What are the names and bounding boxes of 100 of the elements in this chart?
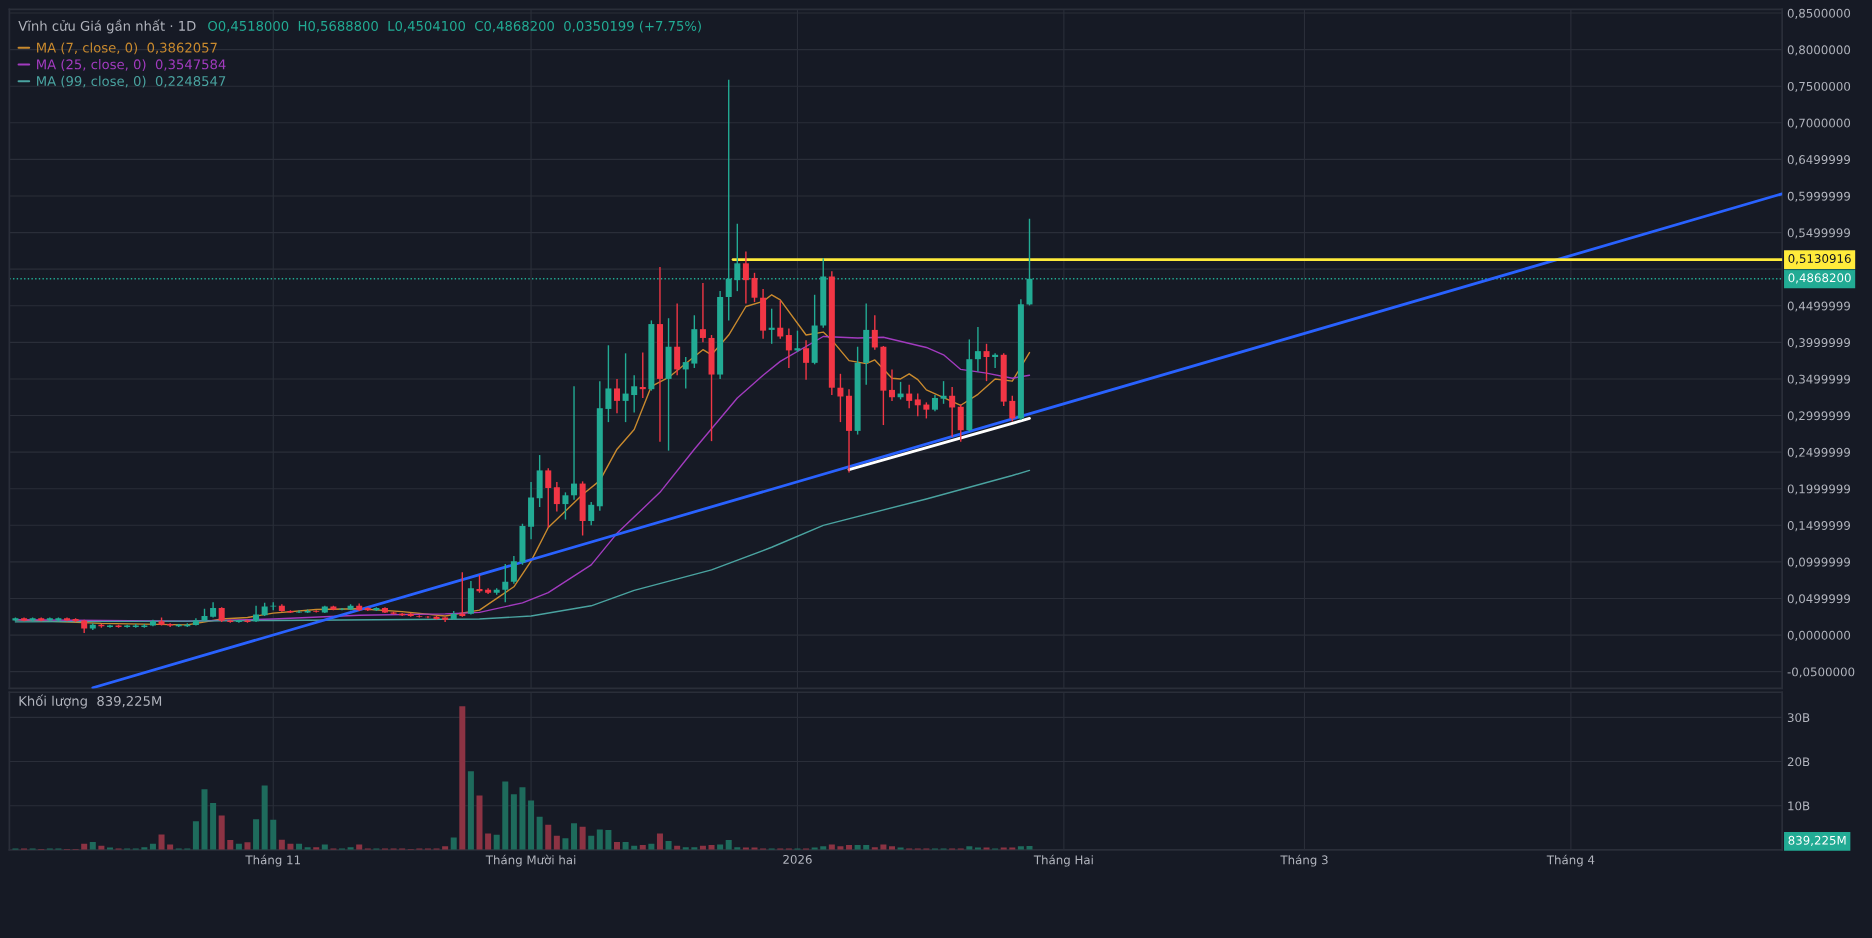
candlestick xyxy=(459,571,466,618)
y-tick-label: 0,7000000 xyxy=(1787,118,1851,129)
candlestick xyxy=(871,314,878,351)
bar xyxy=(528,800,535,850)
x-tick-label: Tháng 4 xyxy=(1546,854,1595,867)
x-tick-label: Tháng 11 xyxy=(245,854,300,867)
x-tick-label: 2026 xyxy=(783,854,812,864)
bar xyxy=(467,771,474,850)
candlestick xyxy=(803,339,810,381)
bar xyxy=(227,840,234,850)
y-tick-label: 10B xyxy=(1788,801,1810,811)
candlestick xyxy=(631,374,638,414)
text: O0,4518000 H0,5688800 L0,4504100 C0,4868200 0,0350199 (+7.75%) xyxy=(208,20,701,33)
bar xyxy=(485,833,492,850)
candlestick xyxy=(837,373,844,423)
y-tick-label: 0,0999999 xyxy=(1787,557,1851,568)
bar xyxy=(270,819,277,850)
bar xyxy=(502,781,509,850)
candlestick xyxy=(588,501,595,526)
y-tick-label: 20B xyxy=(1787,757,1810,767)
bar xyxy=(605,829,612,850)
bar xyxy=(450,837,457,850)
x-tick-label: Tháng Mười hai xyxy=(485,854,576,867)
y-tick-label: 0,5499999 xyxy=(1787,228,1851,239)
y-tick-label: 0,5999999 xyxy=(1787,191,1851,202)
candlestick xyxy=(674,302,681,376)
bar xyxy=(545,824,552,850)
bar xyxy=(158,834,165,850)
candlestick xyxy=(751,272,758,303)
data-label: 0,5130916 xyxy=(1788,254,1851,265)
x-tick-label: Tháng 3 xyxy=(1280,854,1328,867)
candlestick xyxy=(605,344,612,423)
bar xyxy=(519,787,526,850)
candlestick xyxy=(734,223,741,292)
legend-label: MA (99, close, 0) 0,2248547 xyxy=(37,75,226,88)
y-tick-label: 0,1499999 xyxy=(1787,521,1851,532)
candlestick xyxy=(682,356,689,390)
candlestick xyxy=(510,555,517,585)
bar xyxy=(218,815,225,850)
y-tick-label: 0,0000000 xyxy=(1787,630,1851,641)
candlestick xyxy=(622,352,629,423)
bar xyxy=(553,835,560,850)
bar xyxy=(596,829,603,850)
candlestick xyxy=(983,343,990,382)
y-tick-label: -0,0500000 xyxy=(1787,667,1855,678)
y-tick-label: 30B xyxy=(1787,713,1810,723)
candlestick xyxy=(502,563,509,603)
y-tick-label: 0,2999999 xyxy=(1787,411,1851,422)
bar xyxy=(493,834,500,850)
y-tick-label: 0,8500000 xyxy=(1787,8,1851,19)
candlestick xyxy=(794,329,801,353)
bar xyxy=(201,789,208,850)
candlestick xyxy=(613,378,621,415)
candlestick xyxy=(742,250,749,305)
candlestick xyxy=(639,351,646,399)
x-tick-label: Tháng Hai xyxy=(1033,854,1093,867)
candlestick xyxy=(699,282,706,344)
candlestick xyxy=(992,352,999,369)
candlestick xyxy=(957,403,964,443)
candlestick xyxy=(914,392,921,417)
bar xyxy=(656,833,663,850)
candlestick xyxy=(253,605,260,623)
bar xyxy=(725,840,732,850)
candlestick xyxy=(906,384,913,409)
bar xyxy=(476,795,483,850)
bar xyxy=(261,785,268,850)
bar xyxy=(510,794,517,850)
candlestick xyxy=(785,327,792,369)
candlestick xyxy=(949,386,956,438)
y-tick-label: 0,3999999 xyxy=(1787,338,1851,349)
candlestick xyxy=(553,481,560,513)
bar xyxy=(192,821,199,850)
candlestick xyxy=(571,385,578,501)
candlestick xyxy=(1009,395,1016,423)
bar xyxy=(665,841,672,850)
legend-label: MA (25, close, 0) 0,3547584 xyxy=(37,59,226,71)
bar xyxy=(579,826,586,850)
bar xyxy=(562,838,569,850)
candlestick xyxy=(562,491,569,521)
chart-title: Khối lượng 839,225M xyxy=(19,694,162,709)
bar xyxy=(571,823,578,850)
text: Vĩnh cửu Giá gần nhất · 1D xyxy=(18,19,196,34)
y-tick-label: 0,3499999 xyxy=(1787,374,1851,385)
candlestick xyxy=(940,380,947,405)
candlestick xyxy=(974,326,981,373)
y-tick-label: 0,4499999 xyxy=(1787,301,1851,312)
y-tick-label: 0,7500000 xyxy=(1787,81,1851,93)
bar xyxy=(536,816,543,850)
bar xyxy=(588,835,595,850)
ref-line-label: 0,4868200 xyxy=(1788,273,1851,284)
y-tick-label: 0,8000000 xyxy=(1787,45,1851,56)
candlestick xyxy=(545,467,552,529)
bar xyxy=(244,842,251,850)
y-tick-label: 0,0499999 xyxy=(1787,594,1851,605)
bar xyxy=(253,819,260,850)
candlestick xyxy=(888,368,895,402)
candlestick xyxy=(777,299,784,340)
y-tick-label: 0,1999999 xyxy=(1787,484,1851,495)
y-tick-label: 0,2499999 xyxy=(1787,447,1851,458)
text: 839,225M xyxy=(1788,835,1846,846)
